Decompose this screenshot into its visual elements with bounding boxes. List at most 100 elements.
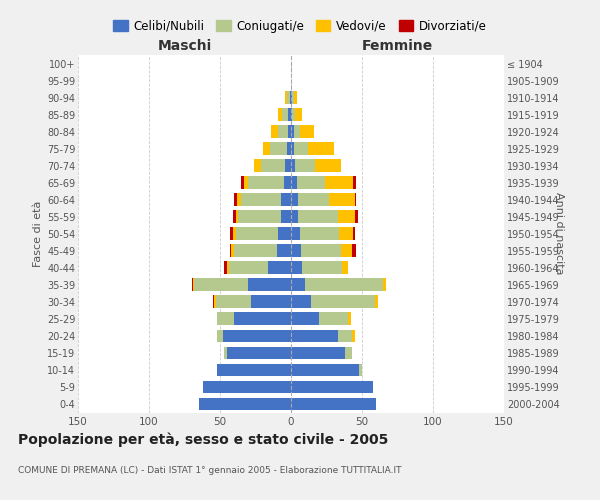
Bar: [224, 346, 227, 360]
Bar: [237, 194, 241, 206]
Bar: [291, 194, 298, 206]
Bar: [291, 330, 338, 342]
Bar: [319, 312, 348, 326]
Bar: [229, 262, 268, 274]
Bar: [291, 364, 359, 376]
Bar: [193, 278, 194, 291]
Bar: [296, 176, 325, 189]
Bar: [268, 262, 291, 274]
Bar: [251, 296, 291, 308]
Bar: [283, 108, 288, 121]
Bar: [325, 176, 353, 189]
Bar: [278, 125, 288, 138]
Bar: [271, 125, 278, 138]
Bar: [278, 228, 291, 240]
Bar: [298, 194, 329, 206]
Bar: [248, 278, 291, 291]
Bar: [341, 244, 352, 257]
Bar: [311, 296, 375, 308]
Bar: [248, 176, 284, 189]
Bar: [294, 142, 308, 155]
Y-axis label: Fasce di età: Fasce di età: [32, 200, 43, 267]
Bar: [299, 125, 314, 138]
Bar: [281, 210, 291, 223]
Bar: [287, 91, 290, 104]
Bar: [227, 262, 229, 274]
Bar: [302, 262, 342, 274]
Bar: [359, 364, 362, 376]
Bar: [203, 380, 291, 394]
Bar: [254, 160, 261, 172]
Bar: [342, 262, 348, 274]
Bar: [291, 228, 299, 240]
Bar: [348, 312, 350, 326]
Bar: [217, 330, 223, 342]
Bar: [355, 194, 356, 206]
Bar: [216, 296, 251, 308]
Bar: [291, 312, 319, 326]
Bar: [291, 142, 294, 155]
Bar: [238, 210, 281, 223]
Bar: [261, 160, 286, 172]
Bar: [353, 228, 355, 240]
Bar: [291, 160, 295, 172]
Bar: [234, 244, 277, 257]
Bar: [244, 176, 248, 189]
Bar: [288, 108, 291, 121]
Bar: [295, 108, 302, 121]
Bar: [286, 160, 291, 172]
Bar: [227, 346, 291, 360]
Bar: [338, 330, 352, 342]
Bar: [305, 278, 383, 291]
Bar: [294, 125, 299, 138]
Bar: [294, 91, 296, 104]
Bar: [278, 108, 283, 121]
Bar: [298, 210, 338, 223]
Bar: [236, 228, 278, 240]
Bar: [291, 125, 294, 138]
Bar: [353, 176, 356, 189]
Bar: [291, 91, 292, 104]
Bar: [194, 278, 248, 291]
Bar: [291, 262, 302, 274]
Text: Popolazione per età, sesso e stato civile - 2005: Popolazione per età, sesso e stato civil…: [18, 432, 388, 447]
Bar: [232, 244, 234, 257]
Bar: [233, 228, 236, 240]
Bar: [329, 194, 355, 206]
Bar: [352, 330, 355, 342]
Bar: [290, 91, 291, 104]
Bar: [292, 108, 295, 121]
Bar: [301, 244, 341, 257]
Bar: [217, 364, 291, 376]
Bar: [241, 194, 281, 206]
Bar: [286, 91, 287, 104]
Bar: [291, 210, 298, 223]
Text: Maschi: Maschi: [157, 38, 212, 52]
Text: Femmine: Femmine: [362, 38, 433, 52]
Bar: [217, 312, 234, 326]
Legend: Celibi/Nubili, Coniugati/e, Vedovi/e, Divorziati/e: Celibi/Nubili, Coniugati/e, Vedovi/e, Di…: [113, 20, 487, 33]
Bar: [199, 398, 291, 410]
Bar: [241, 176, 244, 189]
Text: COMUNE DI PREMANA (LC) - Dati ISTAT 1° gennaio 2005 - Elaborazione TUTTITALIA.IT: COMUNE DI PREMANA (LC) - Dati ISTAT 1° g…: [18, 466, 401, 475]
Bar: [338, 210, 355, 223]
Bar: [233, 210, 236, 223]
Bar: [191, 278, 193, 291]
Bar: [383, 278, 386, 291]
Bar: [355, 210, 358, 223]
Bar: [291, 278, 305, 291]
Bar: [339, 228, 353, 240]
Bar: [315, 160, 341, 172]
Bar: [214, 296, 216, 308]
Bar: [236, 210, 238, 223]
Bar: [223, 330, 291, 342]
Bar: [263, 142, 270, 155]
Bar: [234, 312, 291, 326]
Bar: [292, 91, 294, 104]
Bar: [295, 160, 315, 172]
Bar: [288, 125, 291, 138]
Bar: [291, 108, 292, 121]
Bar: [291, 296, 311, 308]
Bar: [352, 244, 356, 257]
Bar: [299, 228, 339, 240]
